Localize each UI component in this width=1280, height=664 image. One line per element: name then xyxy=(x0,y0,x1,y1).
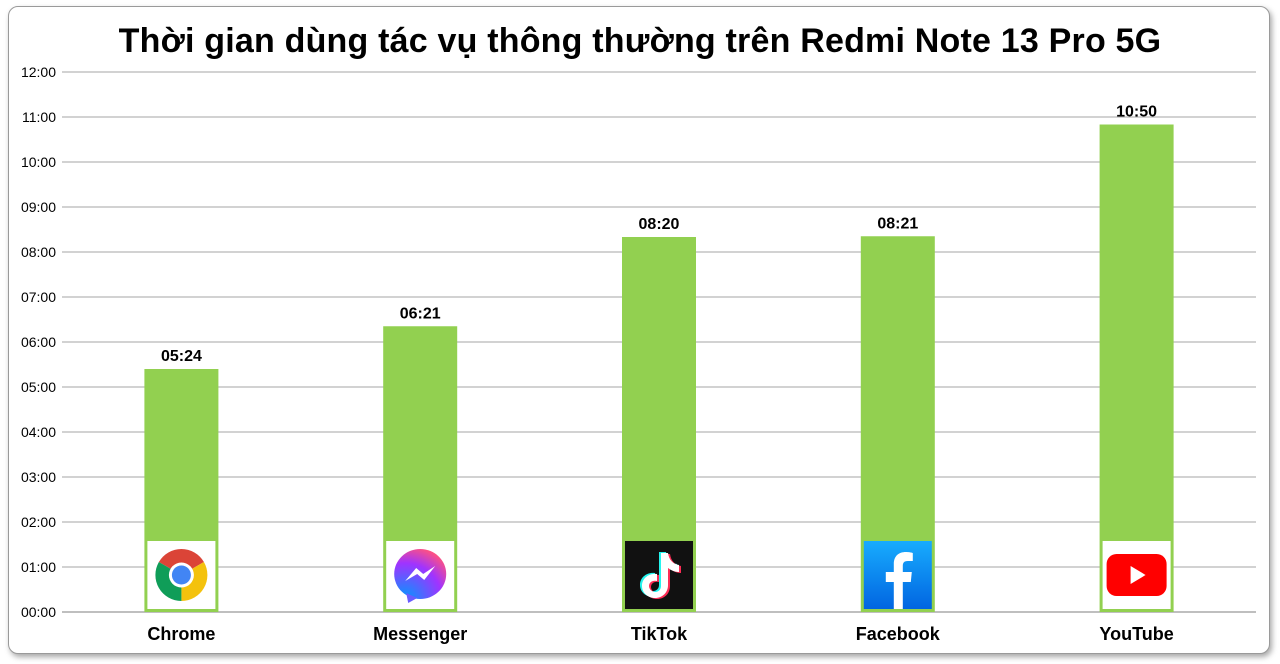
y-tick-label: 06:00 xyxy=(21,334,56,350)
y-tick-label: 05:00 xyxy=(21,379,56,395)
bar-youtube xyxy=(1099,124,1174,613)
data-label: 08:20 xyxy=(639,216,680,233)
x-tick-label: YouTube xyxy=(1099,624,1173,644)
tiktok-icon xyxy=(625,541,693,609)
youtube-icon xyxy=(1102,541,1171,609)
x-tick-label: Messenger xyxy=(373,624,467,644)
y-tick-label: 12:00 xyxy=(21,64,56,80)
y-tick-label: 02:00 xyxy=(21,514,56,530)
data-label: 10:50 xyxy=(1116,104,1157,121)
y-tick-label: 01:00 xyxy=(21,559,56,575)
chart-title: Thời gian dùng tác vụ thông thường trên … xyxy=(118,22,1162,60)
x-tick-label: TikTok xyxy=(631,624,688,644)
data-label: 05:24 xyxy=(161,348,202,365)
y-tick-label: 03:00 xyxy=(21,469,56,485)
facebook-icon xyxy=(863,541,932,609)
data-label: 06:21 xyxy=(400,305,441,322)
y-tick-label: 07:00 xyxy=(21,289,56,305)
data-label: 08:21 xyxy=(877,215,918,232)
chrome-icon xyxy=(147,541,216,609)
y-tick-label: 00:00 xyxy=(21,604,56,620)
y-tick-label: 09:00 xyxy=(21,199,56,215)
x-tick-label: Facebook xyxy=(856,624,941,644)
y-tick-label: 08:00 xyxy=(21,244,56,260)
x-tick-label: Chrome xyxy=(147,624,215,644)
y-tick-label: 11:00 xyxy=(22,109,56,125)
messenger-icon xyxy=(386,541,455,609)
y-tick-label: 10:00 xyxy=(21,154,56,170)
y-tick-label: 04:00 xyxy=(21,424,56,440)
